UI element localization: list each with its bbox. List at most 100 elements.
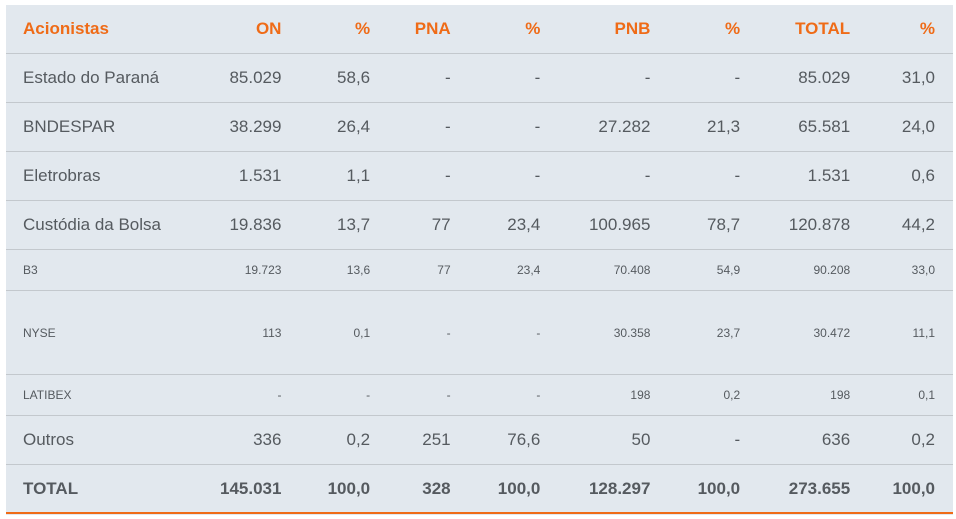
total-total-percent: 100,0: [862, 464, 953, 514]
cell-total: 65.581: [752, 102, 863, 152]
cell-total-percent: 31,0: [862, 53, 953, 103]
cell-on-percent: 0,1: [293, 290, 383, 375]
cell-on: 19.723: [190, 249, 294, 291]
row-label: B3: [6, 249, 191, 291]
header-total: TOTAL: [752, 5, 863, 54]
table-row: Eletrobras 1.531 1,1 - - - - 1.531 0,6: [6, 151, 953, 201]
cell-on-percent: 1,1: [293, 151, 383, 201]
cell-total: 636: [752, 415, 863, 465]
cell-pna: -: [382, 290, 463, 375]
total-pnb-percent: 100,0: [662, 464, 753, 514]
cell-total: 1.531: [752, 151, 863, 201]
row-label: BNDESPAR: [6, 102, 191, 152]
cell-on: 19.836: [190, 200, 294, 250]
cell-total: 30.472: [752, 290, 863, 375]
table-subrow: LATIBEX - - - - 198 0,2 198 0,1: [6, 374, 953, 416]
row-label: Eletrobras: [6, 151, 191, 201]
total-pna-percent: 100,0: [462, 464, 553, 514]
row-label: Outros: [6, 415, 191, 465]
cell-on: 38.299: [190, 102, 294, 152]
cell-pna-percent: -: [462, 102, 553, 152]
header-total-percent: %: [862, 5, 953, 54]
total-pnb: 128.297: [552, 464, 663, 514]
table-header-row: Acionistas ON % PNA % PNB % TOTAL %: [6, 5, 953, 54]
cell-pnb: 198: [552, 374, 663, 416]
cell-pna-percent: 23,4: [462, 200, 553, 250]
cell-pnb: -: [552, 151, 663, 201]
table-row: Outros 336 0,2 251 76,6 50 - 636 0,2: [6, 415, 953, 465]
total-total: 273.655: [752, 464, 863, 514]
cell-on-percent: 13,6: [293, 249, 383, 291]
cell-total-percent: 44,2: [862, 200, 953, 250]
cell-total-percent: 33,0: [862, 249, 953, 291]
cell-pnb: 50: [552, 415, 663, 465]
cell-pna: 77: [382, 249, 463, 291]
cell-on-percent: 26,4: [293, 102, 383, 152]
cell-pna-percent: 23,4: [462, 249, 553, 291]
cell-pna: -: [382, 53, 463, 103]
cell-total: 198: [752, 374, 863, 416]
table-row: BNDESPAR 38.299 26,4 - - 27.282 21,3 65.…: [6, 102, 953, 152]
total-on: 145.031: [190, 464, 294, 514]
cell-pna-percent: 76,6: [462, 415, 553, 465]
cell-pna-percent: -: [462, 151, 553, 201]
cell-total: 85.029: [752, 53, 863, 103]
header-on: ON: [190, 5, 294, 54]
cell-pnb: 100.965: [552, 200, 663, 250]
shareholders-table: Acionistas ON % PNA % PNB % TOTAL % Esta…: [6, 5, 953, 514]
cell-total-percent: 24,0: [862, 102, 953, 152]
cell-on: 85.029: [190, 53, 294, 103]
cell-pnb: -: [552, 53, 663, 103]
table-total-row: TOTAL 145.031 100,0 328 100,0 128.297 10…: [6, 464, 953, 514]
cell-pnb-percent: 23,7: [662, 290, 753, 375]
cell-total-percent: 0,6: [862, 151, 953, 201]
cell-pnb-percent: 21,3: [662, 102, 753, 152]
cell-on: 336: [190, 415, 294, 465]
cell-pnb-percent: 0,2: [662, 374, 753, 416]
cell-on-percent: 58,6: [293, 53, 383, 103]
cell-total-percent: 0,1: [862, 374, 953, 416]
cell-pnb-percent: -: [662, 151, 753, 201]
cell-on-percent: -: [293, 374, 383, 416]
cell-pna: 251: [382, 415, 463, 465]
cell-pna: -: [382, 102, 463, 152]
header-pna-percent: %: [462, 5, 553, 54]
cell-on-percent: 13,7: [293, 200, 383, 250]
cell-pna: 77: [382, 200, 463, 250]
cell-on-percent: 0,2: [293, 415, 383, 465]
header-pnb: PNB: [552, 5, 663, 54]
header-pna: PNA: [382, 5, 463, 54]
header-on-percent: %: [293, 5, 383, 54]
cell-on: 1.531: [190, 151, 294, 201]
total-pna: 328: [382, 464, 463, 514]
cell-pna-percent: -: [462, 53, 553, 103]
cell-pna: -: [382, 151, 463, 201]
row-label: NYSE: [6, 290, 191, 375]
cell-total-percent: 11,1: [862, 290, 953, 375]
row-label: Estado do Paraná: [6, 53, 191, 103]
table-row: Estado do Paraná 85.029 58,6 - - - - 85.…: [6, 53, 953, 103]
cell-pnb-percent: -: [662, 53, 753, 103]
cell-pna: -: [382, 374, 463, 416]
cell-pnb: 30.358: [552, 290, 663, 375]
cell-pnb-percent: -: [662, 415, 753, 465]
cell-pnb-percent: 78,7: [662, 200, 753, 250]
cell-pnb: 27.282: [552, 102, 663, 152]
cell-pnb: 70.408: [552, 249, 663, 291]
table-subrow: NYSE 113 0,1 - - 30.358 23,7 30.472 11,1: [6, 290, 953, 375]
header-pnb-percent: %: [662, 5, 753, 54]
row-label: LATIBEX: [6, 374, 191, 416]
cell-pna-percent: -: [462, 290, 553, 375]
total-label: TOTAL: [6, 464, 191, 514]
shareholders-table-panel: Acionistas ON % PNA % PNB % TOTAL % Esta…: [6, 5, 953, 515]
cell-total-percent: 0,2: [862, 415, 953, 465]
header-acionistas: Acionistas: [6, 5, 191, 54]
total-on-percent: 100,0: [293, 464, 383, 514]
table-subrow: B3 19.723 13,6 77 23,4 70.408 54,9 90.20…: [6, 249, 953, 291]
cell-on: -: [190, 374, 294, 416]
cell-total: 90.208: [752, 249, 863, 291]
cell-total: 120.878: [752, 200, 863, 250]
cell-pna-percent: -: [462, 374, 553, 416]
table-row: Custódia da Bolsa 19.836 13,7 77 23,4 10…: [6, 200, 953, 250]
cell-on: 113: [190, 290, 294, 375]
